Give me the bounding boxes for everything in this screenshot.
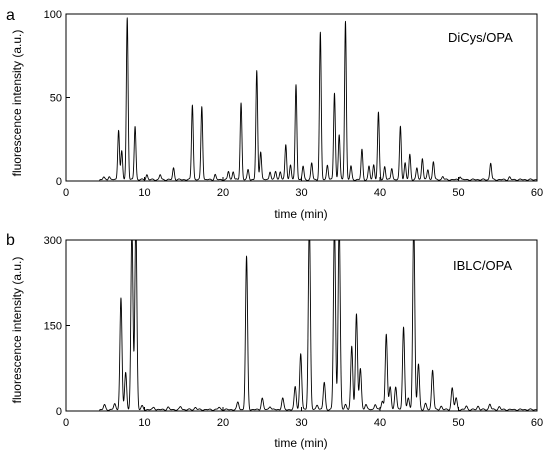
panel-a-x-axis-label: time (min) [274,207,327,221]
panel-a-x-tick-label-0: 0 [63,187,69,199]
panel-b-y-axis: 0 150 300 [44,235,70,418]
panel-b-x-tick-label-1: 10 [138,417,150,429]
panel-b-x-tick-label-6: 60 [531,417,543,429]
panel-b-x-tick-label-2: 20 [217,417,229,429]
panel-a-x-tick-label-4: 40 [374,187,386,199]
panel-a-letter: a [6,7,15,24]
panel-a-x-tick-label-1: 10 [138,187,150,199]
panel-a: a DiCys/OPA 0 10 20 30 40 50 60 0 50 100 time (m… [6,7,543,221]
panel-b: b IBLC/OPA 0 10 20 30 40 50 60 0 150 300 time (m… [6,232,543,450]
panel-b-x-tick-label-5: 50 [452,417,464,429]
panel-a-y-tick-label-1: 50 [50,93,62,105]
panel-b-x-tick-label-4: 40 [374,417,386,429]
panel-b-x-tick-label-0: 0 [63,417,69,429]
panel-b-x-tick-label-3: 30 [295,417,307,429]
panel-b-y-axis-label: fluorescence intensity (a.u.) [10,257,24,404]
panel-b-x-axis-label: time (min) [274,436,327,450]
panel-a-y-axis: 0 50 100 [44,9,70,188]
panel-b-y-tick-label-1: 150 [44,321,62,333]
panel-b-y-tick-label-2: 300 [44,235,62,247]
panel-a-y-tick-label-2: 100 [44,9,62,21]
panel-a-x-tick-label-6: 60 [531,187,543,199]
panel-b-y-tick-label-0: 0 [56,406,62,418]
panel-b-x-axis: 0 10 20 30 40 50 60 [63,407,543,429]
panel-b-trace [65,239,538,412]
panel-a-x-tick-label-5: 50 [452,187,464,199]
panel-a-x-tick-label-2: 20 [217,187,229,199]
panel-a-title: DiCys/OPA [448,30,513,45]
panel-a-y-tick-label-0: 0 [56,176,62,188]
panel-a-x-tick-label-3: 30 [295,187,307,199]
panel-a-x-axis: 0 10 20 30 40 50 60 [63,177,543,199]
panel-a-trace [65,17,538,182]
panel-a-y-axis-label: fluorescence intensity (a.u.) [10,30,24,177]
panel-b-letter: b [6,232,15,249]
panel-b-title: IBLC/OPA [453,258,512,273]
